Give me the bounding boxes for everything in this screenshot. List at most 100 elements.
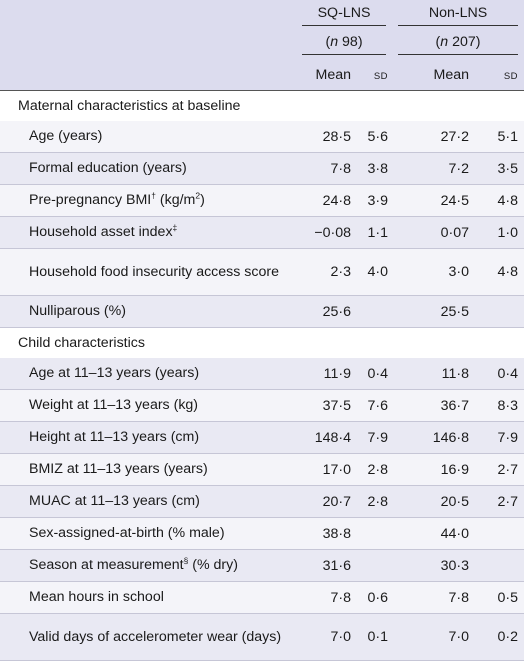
mean-value: 146·8	[392, 421, 486, 454]
row-label: Valid days of accelerometer wear (days)	[0, 613, 296, 661]
section-header: Maternal characteristics at baseline	[0, 90, 524, 121]
mean-value: 38·8	[296, 517, 355, 550]
sd-value	[355, 517, 393, 550]
sd-value: 0·1	[355, 613, 393, 661]
sd-value: 4·8	[485, 184, 524, 217]
row-label: Mean hours in school	[0, 581, 296, 614]
table-row: Nulliparous (%) 25·6 25·5	[0, 295, 524, 328]
table-row: MUAC at 11–13 years (cm) 20·7 2·8 20·5 2·7	[0, 485, 524, 518]
table-row: BMIZ at 11–13 years (years) 17·0 2·8 16·9 2·…	[0, 453, 524, 486]
group-non-lns-label: Non-LNS	[398, 5, 519, 26]
table-row: Household food insecurity access score 2·…	[0, 248, 524, 296]
mean-value: 44·0	[392, 517, 486, 550]
row-label: Pre-pregnancy BMI† (kg/m2)	[0, 184, 296, 217]
mean-header: Mean	[392, 59, 486, 91]
sd-value: 5·6	[355, 121, 393, 153]
section-header: Child characteristics	[0, 327, 524, 358]
mean-value: 24·8	[296, 184, 355, 217]
group-sq-lns-label: SQ-LNS	[302, 5, 387, 26]
table-row: Formal education (years) 7·8 3·8 7·2 3·5	[0, 152, 524, 185]
mean-header: Mean	[296, 59, 355, 91]
sd-value: 4·0	[355, 248, 393, 296]
mean-value: 37·5	[296, 389, 355, 422]
mean-value: 30·3	[392, 549, 486, 582]
group-sq-lns-n: (n 98)	[296, 30, 392, 59]
row-label: Weight at 11–13 years (kg)	[0, 389, 296, 422]
row-label: MUAC at 11–13 years (cm)	[0, 485, 296, 518]
row-label: Age at 11–13 years (years)	[0, 358, 296, 390]
mean-value: 27·2	[392, 121, 486, 153]
mean-value: 24·5	[392, 184, 486, 217]
row-label: Household asset index‡	[0, 216, 296, 249]
group-non-lns-header: Non-LNS	[392, 0, 524, 30]
mean-value: 7·0	[296, 613, 355, 661]
mean-value: −0·08	[296, 216, 355, 249]
table-header: SQ-LNS Non-LNS (n 98) (n 207) Mean SD Me…	[0, 0, 524, 91]
table-row: Age (years) 28·5 5·6 27·2 5·1	[0, 121, 524, 153]
mean-value: 2·3	[296, 248, 355, 296]
table-row: Sex-assigned-at-birth (% male) 38·8 44·0	[0, 517, 524, 550]
row-label: BMIZ at 11–13 years (years)	[0, 453, 296, 486]
sd-value: 0·2	[485, 613, 524, 661]
sd-value: 7·9	[485, 421, 524, 454]
mean-value: 148·4	[296, 421, 355, 454]
mean-value: 3·0	[392, 248, 486, 296]
table-row: Household asset index‡ −0·08 1·1 0·07 1·0	[0, 216, 524, 249]
sd-value: 0·4	[355, 358, 393, 390]
row-label: Season at measurement§ (% dry)	[0, 549, 296, 582]
sd-value: 0·4	[485, 358, 524, 390]
row-label: Sex-assigned-at-birth (% male)	[0, 517, 296, 550]
sd-value: 3·8	[355, 152, 393, 185]
mean-value: 7·8	[296, 152, 355, 185]
table-row: Mean hours in school 7·8 0·6 7·8 0·5	[0, 581, 524, 614]
mean-value: 11·9	[296, 358, 355, 390]
group-non-lns-n: (n 207)	[392, 30, 524, 59]
sd-value: 3·9	[355, 184, 393, 217]
sd-value: 7·9	[355, 421, 393, 454]
sd-value	[485, 295, 524, 328]
sd-value	[355, 549, 393, 582]
sd-value: 5·1	[485, 121, 524, 153]
header-blank	[0, 0, 296, 30]
mean-value: 36·7	[392, 389, 486, 422]
table-row: Age at 11–13 years (years) 11·9 0·4 11·8 0·4	[0, 358, 524, 390]
sd-value: 2·7	[485, 485, 524, 518]
table-body: Maternal characteristics at baseline Age …	[0, 90, 524, 661]
row-label: Nulliparous (%)	[0, 295, 296, 328]
mean-value: 7·8	[392, 581, 486, 614]
mean-value: 20·5	[392, 485, 486, 518]
section-title: Child characteristics	[0, 327, 524, 358]
row-label: Height at 11–13 years (cm)	[0, 421, 296, 454]
mean-value: 0·07	[392, 216, 486, 249]
table-row: Weight at 11–13 years (kg) 37·5 7·6 36·7 8·3	[0, 389, 524, 422]
mean-value: 25·5	[392, 295, 486, 328]
sd-value: 1·1	[355, 216, 393, 249]
sd-value: 0·6	[355, 581, 393, 614]
sd-value: 2·8	[355, 485, 393, 518]
sd-value: 3·5	[485, 152, 524, 185]
mean-value: 7·8	[296, 581, 355, 614]
sd-value	[355, 295, 393, 328]
sd-value: 1·0	[485, 216, 524, 249]
sd-value: 2·7	[485, 453, 524, 486]
mean-value: 28·5	[296, 121, 355, 153]
mean-value: 31·6	[296, 549, 355, 582]
sd-header: SD	[485, 59, 524, 91]
mean-value: 25·6	[296, 295, 355, 328]
sd-value	[485, 517, 524, 550]
group-sq-lns-header: SQ-LNS	[296, 0, 392, 30]
sd-value: 0·5	[485, 581, 524, 614]
section-title: Maternal characteristics at baseline	[0, 90, 524, 121]
mean-value: 17·0	[296, 453, 355, 486]
mean-value: 7·2	[392, 152, 486, 185]
sd-value: 4·8	[485, 248, 524, 296]
sd-value	[485, 549, 524, 582]
mean-value: 7·0	[392, 613, 486, 661]
table-row: Valid days of accelerometer wear (days) 7…	[0, 613, 524, 661]
row-label: Age (years)	[0, 121, 296, 153]
table-row: Height at 11–13 years (cm) 148·4 7·9 146·8 7…	[0, 421, 524, 454]
mean-value: 20·7	[296, 485, 355, 518]
mean-value: 11·8	[392, 358, 486, 390]
sd-value: 2·8	[355, 453, 393, 486]
